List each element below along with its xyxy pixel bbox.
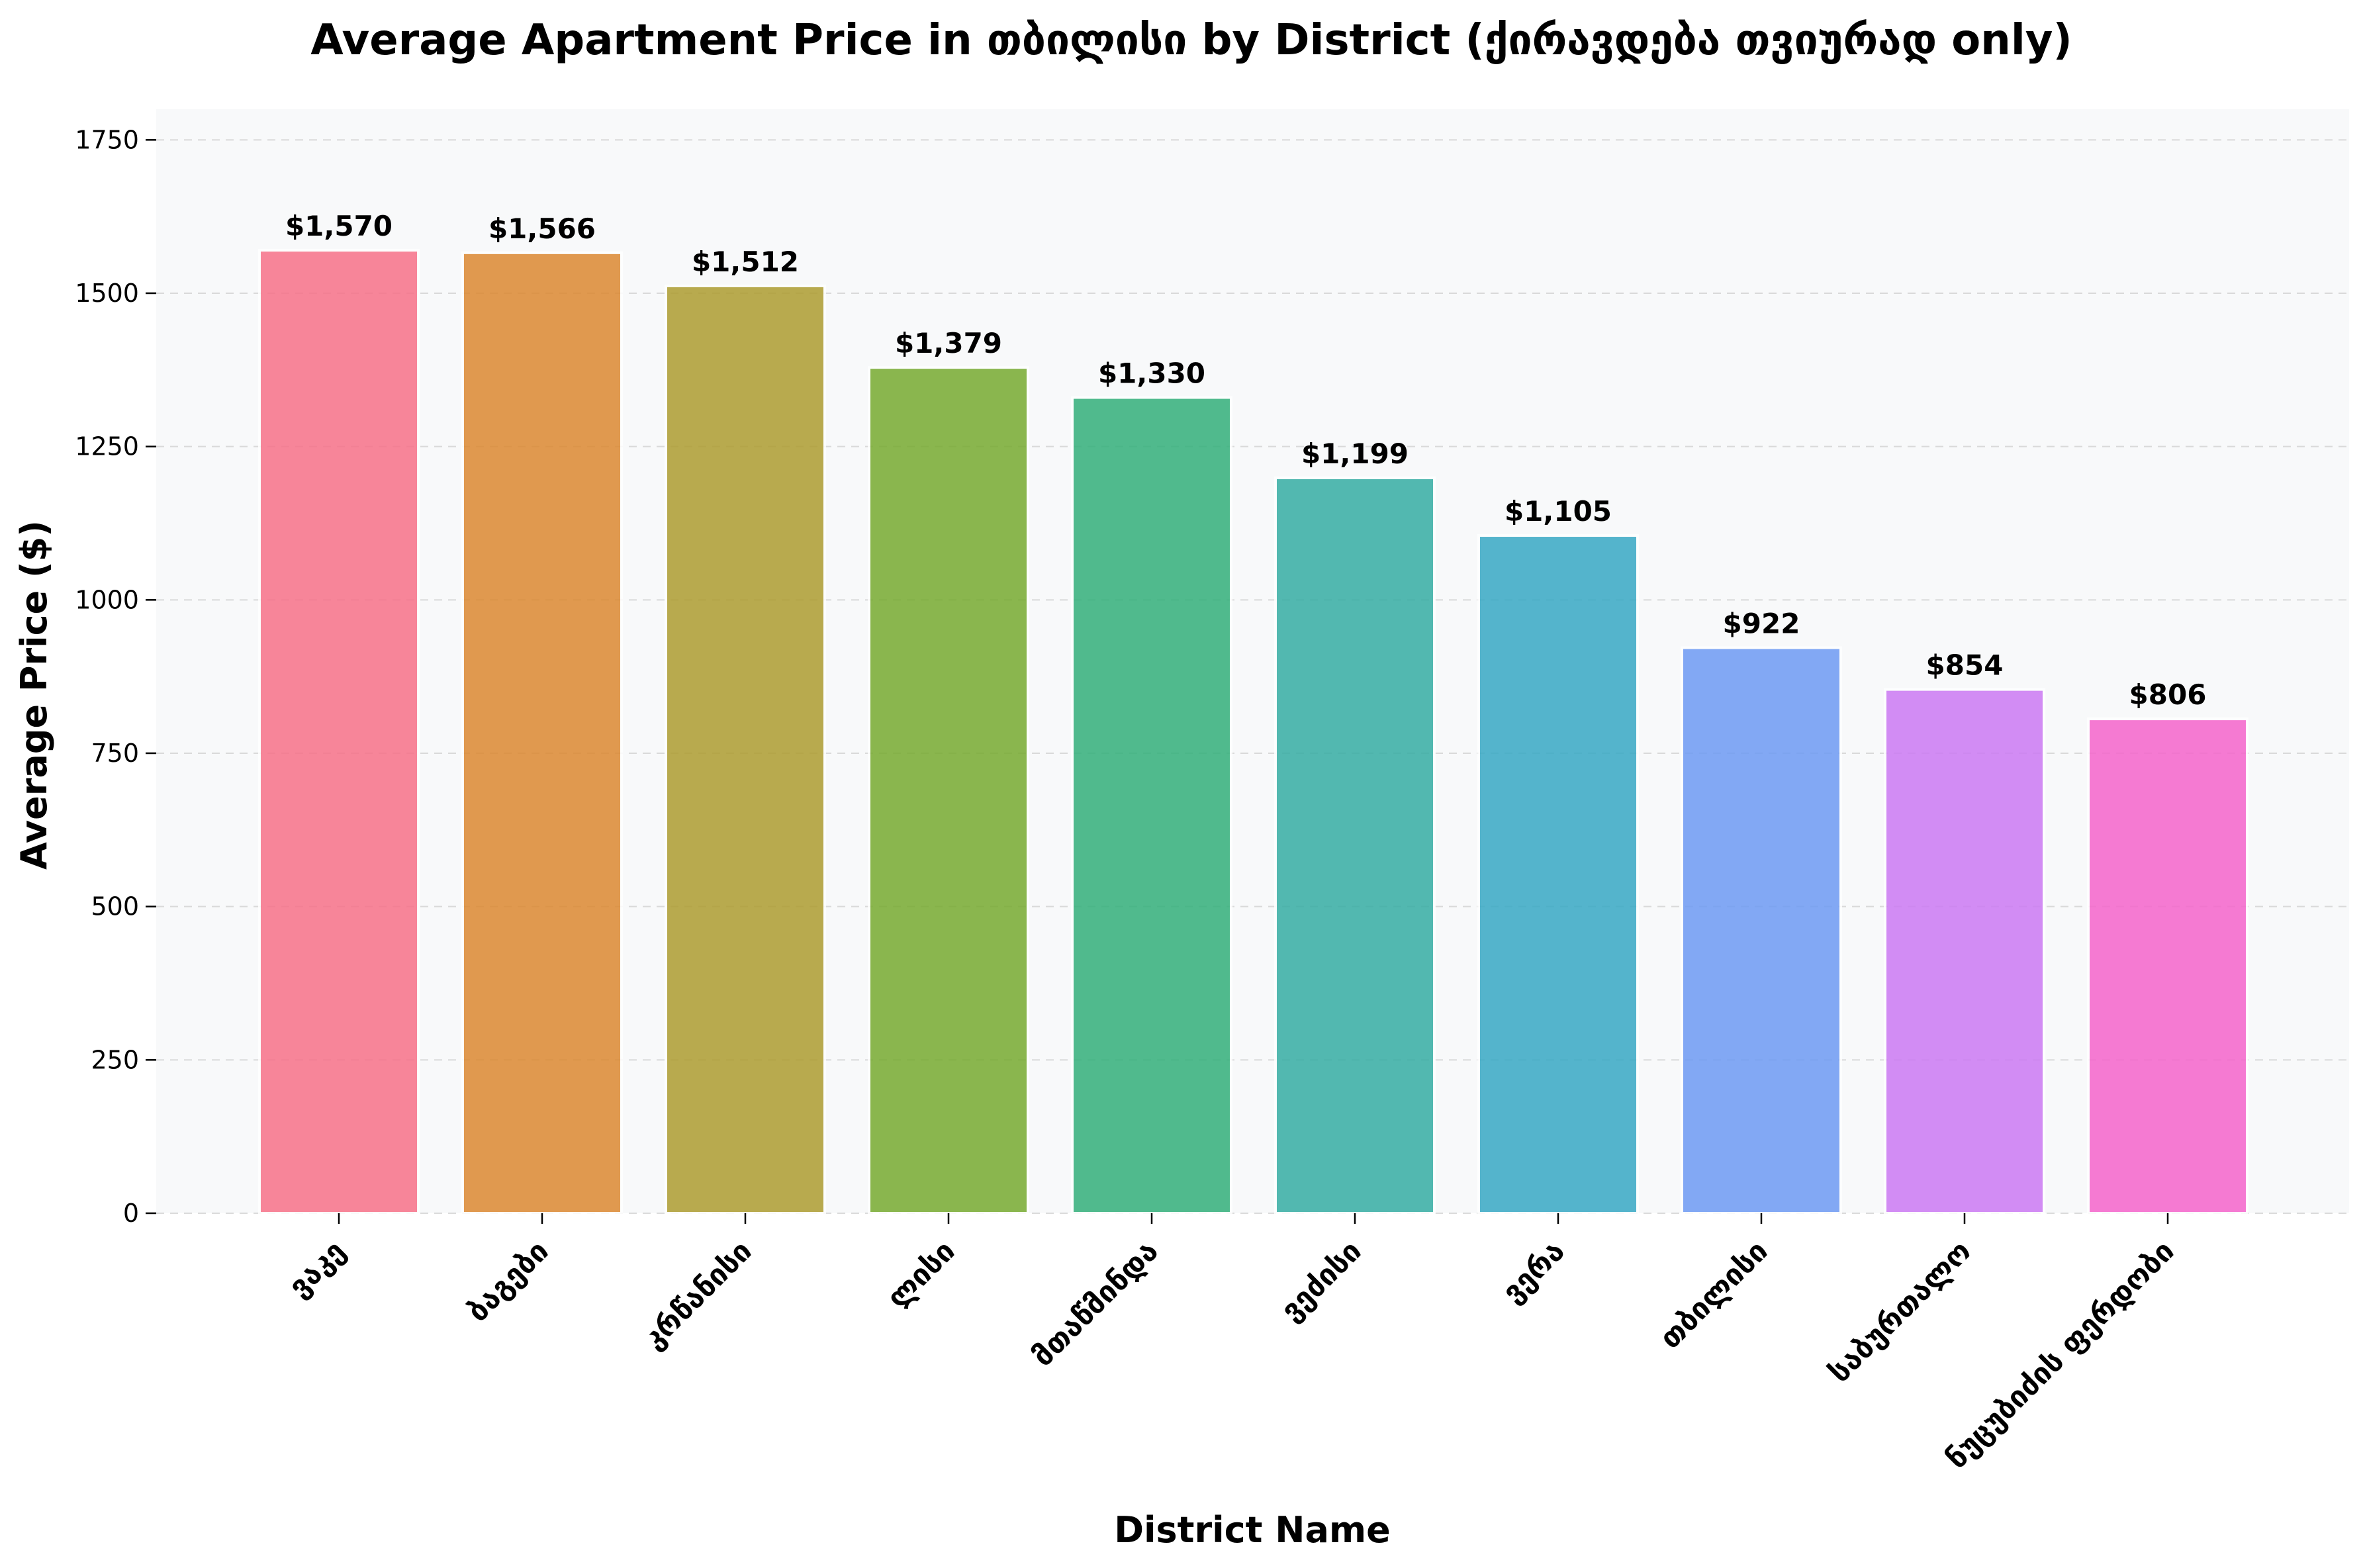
x-tick-label: ლისი: [881, 1234, 962, 1315]
data-labels: $1,570 $1,566 $1,512 $1,379 $1,330 $1,199 $1,1…: [285, 210, 2206, 711]
x-tick-label: საბურთალო: [1823, 1234, 1978, 1389]
y-axis-ticks: 0 250 500 750 1000 1250 1500 1750: [75, 125, 156, 1228]
y-tick-label: 1500: [75, 279, 139, 308]
y-tick-label: 1750: [75, 125, 139, 154]
bar-5: [1071, 396, 1232, 1215]
data-label: $1,379: [895, 327, 1002, 359]
data-label: $1,105: [1505, 495, 1612, 528]
x-axis-ticks: ვაკე ბაგები კრწანისი ლისი მთაწმინდა ვეძისი ვერ…: [282, 1213, 2181, 1475]
y-tick-label: 1000: [75, 585, 139, 614]
bar-2: [461, 251, 623, 1215]
x-tick-label: ვერა: [1496, 1234, 1571, 1310]
x-tick-label: ვაკე: [282, 1234, 351, 1304]
bar-7: [1477, 534, 1639, 1215]
data-label: $1,512: [692, 246, 799, 278]
chart-title: Average Apartment Price in თბილისი by Di…: [310, 16, 2072, 65]
data-label: $1,330: [1098, 357, 1205, 390]
data-label: $1,570: [285, 210, 393, 242]
bar-4: [868, 366, 1029, 1215]
y-tick-label: 250: [91, 1045, 139, 1074]
data-label: $854: [1926, 649, 2004, 682]
data-label: $1,199: [1301, 438, 1409, 470]
x-tick-label: თბილისი: [1653, 1234, 1775, 1356]
x-tick-label: ბაგები: [461, 1234, 555, 1329]
bar-3: [665, 284, 826, 1215]
y-tick-label: 750: [91, 739, 139, 768]
bar-9: [1884, 688, 2045, 1215]
y-axis-label: Average Price ($): [13, 520, 55, 870]
x-tick-label: მთაწმინდა: [1026, 1234, 1165, 1373]
bar-8: [1681, 646, 1842, 1215]
x-tick-label: ვეძისი: [1274, 1234, 1367, 1328]
bar-6: [1274, 476, 1436, 1215]
y-tick-label: 0: [123, 1199, 139, 1228]
y-tick-label: 500: [91, 892, 139, 921]
y-tick-label: 1250: [75, 432, 139, 461]
data-label: $806: [2129, 678, 2207, 711]
x-tick-label: ნუცუბიძის ფერდობი: [1939, 1234, 2180, 1475]
bar-10: [2087, 717, 2248, 1215]
x-tick-label: კრწანისი: [637, 1234, 759, 1356]
data-label: $922: [1723, 608, 1800, 640]
x-axis-label: District Name: [1114, 1509, 1391, 1551]
data-label: $1,566: [488, 212, 596, 245]
bars: [258, 249, 2248, 1215]
bar-1: [258, 249, 420, 1215]
